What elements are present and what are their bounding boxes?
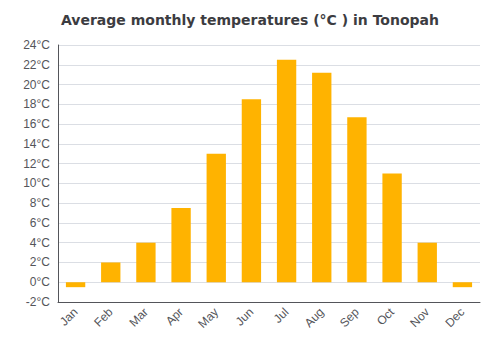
svg-text:Apr: Apr: [163, 305, 186, 328]
svg-text:Oct: Oct: [374, 305, 398, 329]
svg-text:8°C: 8°C: [30, 196, 50, 210]
svg-text:20°C: 20°C: [23, 78, 50, 92]
svg-text:-2°C: -2°C: [26, 295, 50, 309]
svg-text:2°C: 2°C: [30, 255, 50, 269]
svg-text:6°C: 6°C: [30, 216, 50, 230]
svg-text:0°C: 0°C: [30, 275, 50, 289]
svg-text:16°C: 16°C: [23, 117, 50, 131]
svg-text:24°C: 24°C: [23, 38, 50, 52]
svg-text:Jan: Jan: [57, 305, 81, 329]
svg-text:Mar: Mar: [126, 305, 151, 329]
svg-text:Average monthly temperatures (: Average monthly temperatures (°C ) in To…: [61, 12, 439, 28]
svg-text:May: May: [195, 305, 221, 331]
svg-text:Aug: Aug: [302, 305, 327, 330]
svg-text:10°C: 10°C: [23, 176, 50, 190]
svg-text:4°C: 4°C: [30, 236, 50, 250]
svg-text:Nov: Nov: [407, 305, 432, 330]
svg-text:Jun: Jun: [233, 305, 257, 329]
svg-text:14°C: 14°C: [23, 137, 50, 151]
svg-text:18°C: 18°C: [23, 97, 50, 111]
svg-text:Jul: Jul: [271, 305, 292, 326]
svg-text:12°C: 12°C: [23, 157, 50, 171]
svg-text:Feb: Feb: [91, 305, 116, 330]
svg-text:Sep: Sep: [337, 305, 362, 330]
svg-text:Dec: Dec: [442, 305, 467, 330]
svg-text:22°C: 22°C: [23, 58, 50, 72]
